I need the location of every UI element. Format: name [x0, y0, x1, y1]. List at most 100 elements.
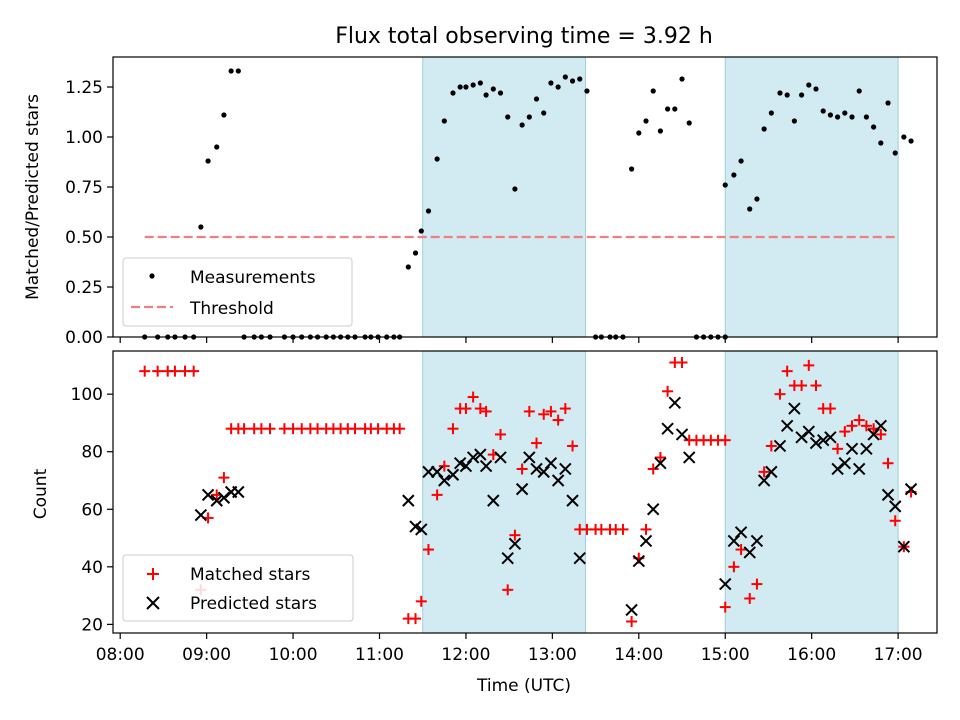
- matched-star-point: [447, 423, 459, 435]
- y-tick-label: 80: [81, 443, 103, 463]
- predicted-star-point: [750, 534, 764, 548]
- bottom-legend-frame: [122, 554, 354, 622]
- bottom-panel: 20 40 60 80 100 08:00 09:00 10:00 11:00 12:00 13:0…: [31, 350, 938, 696]
- measurement-point: [636, 130, 642, 136]
- predicted-star-point: [816, 433, 830, 447]
- measurement-point: [842, 110, 848, 116]
- matched-star-point: [139, 365, 151, 377]
- predicted-star-point: [734, 526, 748, 539]
- predicted-star-point: [647, 503, 660, 516]
- measurement-point: [548, 80, 554, 86]
- predicted-star-point: [845, 442, 859, 456]
- matched-star-point: [188, 365, 200, 377]
- y-tick-label: 1.00: [65, 128, 103, 148]
- predicted-star-point: [515, 482, 529, 496]
- predicted-star-point: [632, 554, 646, 568]
- measurement-point: [541, 110, 547, 116]
- predicted-star-point: [802, 425, 815, 438]
- predicted-star-point: [523, 451, 536, 464]
- matched-star-point: [467, 391, 479, 403]
- y-tick-label: 0.50: [65, 228, 103, 248]
- measurement-point: [577, 76, 583, 82]
- measurement-point: [885, 100, 891, 106]
- measurement-point: [672, 106, 678, 112]
- top-axes: 0.00 0.25 0.50 0.75 1.00 1.25: [65, 56, 938, 348]
- measurement-point: [784, 92, 790, 98]
- predicted-star-point: [773, 439, 787, 453]
- matched-star-point: [431, 489, 443, 501]
- x-tick-label: 08:00: [96, 645, 145, 665]
- predicted-star-point: [210, 494, 223, 507]
- matched-star-point: [617, 523, 629, 535]
- measurement-point: [483, 92, 489, 98]
- measurement-point: [526, 114, 532, 120]
- matched-star-point: [875, 428, 887, 440]
- top-legend-frame: [122, 257, 353, 327]
- predicted-star-point: [788, 402, 801, 415]
- predicted-star-point: [551, 474, 565, 487]
- measurement-point: [777, 90, 783, 96]
- measurement-point: [477, 80, 483, 86]
- predicted-star-point: [675, 428, 689, 441]
- matched-star-point: [889, 515, 901, 527]
- measurement-point: [450, 90, 456, 96]
- predicted-star-point: [217, 491, 231, 504]
- y-tick-label: 40: [81, 558, 103, 578]
- matched-star-point: [410, 613, 422, 625]
- predicted-star-point: [479, 459, 493, 473]
- matched-star-point: [545, 405, 557, 417]
- matched-star-point: [169, 365, 181, 377]
- predicted-star-point: [544, 457, 558, 470]
- predicted-star-point: [559, 462, 572, 476]
- top-panel: 0.00 0.25 0.50 0.75 1.00 1.25 Matched/Predict…: [23, 56, 938, 348]
- measurement-point: [441, 118, 447, 124]
- shaded-interval: [724, 350, 899, 634]
- y-tick-label: 0.25: [65, 278, 103, 298]
- predicted-star-point: [446, 468, 460, 481]
- measurement-point: [827, 112, 833, 118]
- predicted-star-point: [494, 451, 507, 464]
- legend-matched-marker: [147, 568, 159, 580]
- matched-star-point: [480, 405, 492, 417]
- matched-star-point: [626, 615, 638, 627]
- y-tick-label: 1.25: [65, 78, 103, 98]
- chart-title: Flux total observing time = 3.92 h: [335, 24, 713, 49]
- matched-star-point: [719, 434, 731, 446]
- matched-star-point: [559, 403, 571, 415]
- measurement-point: [908, 138, 914, 144]
- matched-star-point: [846, 420, 858, 432]
- predicted-star-point: [904, 482, 918, 496]
- matched-star-point: [781, 365, 793, 377]
- legend-predicted-marker: [146, 596, 160, 610]
- matched-star-point: [853, 414, 865, 426]
- shaded-interval: [422, 56, 587, 338]
- x-tick-label: 13:00: [528, 645, 577, 665]
- matched-star-point: [415, 595, 427, 607]
- measurement-point: [562, 74, 568, 80]
- predicted-star-point: [809, 436, 823, 450]
- predicted-star-point: [537, 465, 550, 479]
- legend-matched-label: Matched stars: [190, 565, 310, 585]
- matched-star-point: [552, 414, 564, 426]
- x-tick-label: 09:00: [182, 645, 231, 665]
- x-tick-label: 16:00: [787, 645, 836, 665]
- x-tick-label: 12:00: [441, 645, 490, 665]
- bottom-y-axis-label: Count: [31, 468, 51, 519]
- matched-star-point: [438, 460, 450, 472]
- bottom-shaded-intervals: [422, 350, 899, 634]
- matched-star-point: [654, 451, 666, 463]
- measurement-point: [754, 196, 760, 202]
- legend-measurements-label: Measurements: [190, 268, 316, 288]
- predicted-star-point: [566, 494, 579, 507]
- matched-star-point: [728, 561, 740, 573]
- measurement-point: [533, 96, 540, 102]
- matched-star-point: [824, 403, 836, 415]
- measurement-point: [235, 68, 241, 74]
- predicted-star-point: [232, 485, 245, 499]
- predicted-star-point: [668, 396, 682, 410]
- matched-star-point: [495, 428, 507, 440]
- matched-star-point: [531, 437, 543, 449]
- measurement-point: [679, 76, 685, 82]
- predicted-star-point: [402, 494, 415, 507]
